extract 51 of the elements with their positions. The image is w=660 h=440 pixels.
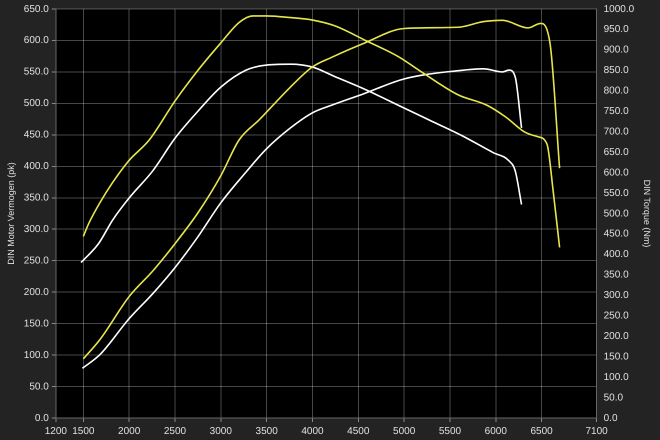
- y2-tick-label: 950.0: [604, 24, 630, 36]
- x-tick-label: 2000: [118, 426, 141, 437]
- y-tick-label: 650.0: [24, 4, 50, 15]
- y-tick-label: 600.0: [24, 35, 50, 46]
- y2-tick-label: 550.0: [604, 188, 630, 199]
- y-tick-label: 350.0: [24, 192, 50, 204]
- x-tick-label: 1200: [44, 426, 68, 437]
- y2-tick-label: 450.0: [604, 228, 630, 240]
- x-tick-label: 5500: [438, 426, 462, 437]
- y2-tick-label: 400.0: [604, 249, 630, 260]
- line-series: [82, 68, 522, 370]
- y-tick-label: 450.0: [24, 130, 50, 141]
- y-tick-label: 200.0: [24, 286, 50, 298]
- y-tick-label: 300.0: [24, 224, 50, 235]
- y-tick-label: 0.0: [34, 412, 50, 424]
- y2-tick-label: 100.0: [604, 372, 630, 383]
- y2-tick-label: 650.0: [604, 146, 630, 158]
- y2-tick-label: 300.0: [604, 290, 630, 302]
- x-tick-label: 6000: [484, 426, 508, 437]
- x-tick-label: 1500: [72, 426, 95, 437]
- y-axis-title: DIN Motor Vermogen (pk): [6, 162, 16, 265]
- y2-tick-label: 800.0: [604, 86, 630, 97]
- y-tick-label: 100.0: [24, 350, 50, 361]
- y2-tick-label: 1000.0: [604, 4, 635, 15]
- y-tick-label: 400.0: [24, 161, 50, 172]
- y2-tick-label: 50.0: [604, 392, 624, 404]
- x-tick-label: 7100: [585, 426, 608, 437]
- y2-tick-label: 900.0: [604, 44, 630, 56]
- x-tick-label: 5000: [393, 426, 416, 437]
- y-tick-label: 50.0: [29, 381, 50, 392]
- y2-tick-label: 0.0: [604, 412, 618, 424]
- y2-tick-label: 500.0: [604, 208, 630, 220]
- x-tick-label: 6500: [530, 426, 554, 437]
- y2-tick-label: 850.0: [604, 65, 630, 76]
- y2-tick-label: 250.0: [604, 310, 630, 322]
- y-tick-label: 150.0: [24, 318, 50, 330]
- x-tick-label: 3000: [210, 426, 232, 437]
- x-tick-label: 2500: [164, 426, 187, 437]
- x-tick-label: 4000: [301, 426, 324, 437]
- y2-tick-label: 700.0: [604, 126, 630, 138]
- y2-tick-label: 350.0: [604, 270, 630, 281]
- y2-axis-title: DIN Torque (Nm): [642, 180, 652, 248]
- y-tick-label: 500.0: [24, 98, 50, 110]
- y2-tick-label: 600.0: [604, 167, 630, 178]
- x-tick-label: 3500: [256, 426, 278, 437]
- y2-tick-label: 750.0: [604, 106, 630, 117]
- y-tick-label: 250.0: [24, 255, 50, 266]
- y-tick-label: 550.0: [24, 66, 50, 78]
- y2-tick-label: 200.0: [604, 330, 630, 342]
- x-tick-label: 4500: [347, 426, 370, 437]
- y2-tick-label: 150.0: [604, 351, 630, 362]
